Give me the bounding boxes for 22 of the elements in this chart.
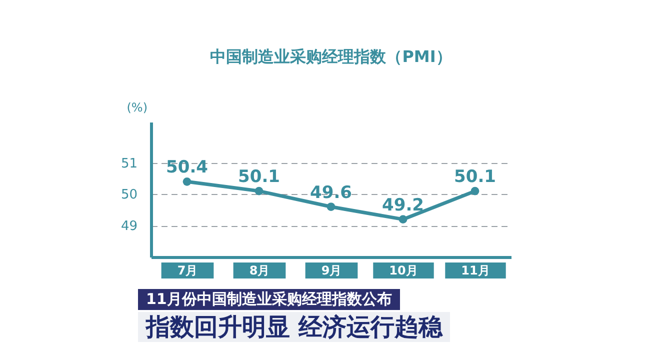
- data-label: 50.4: [166, 158, 208, 178]
- text: 指数回升明显 经济运行趋稳: [138, 312, 450, 342]
- data-label: 50.1: [238, 167, 280, 188]
- point: [326, 202, 336, 211]
- point: [398, 215, 408, 224]
- x-tick-label: 7月: [177, 264, 198, 278]
- x-tick-label: 11月: [461, 264, 490, 278]
- point: [254, 186, 264, 196]
- data-label: 50.1: [454, 167, 496, 188]
- data-label: 49.2: [382, 195, 424, 216]
- x-tick-label: 10月: [389, 264, 418, 278]
- y-tick-label: 50: [120, 188, 138, 203]
- x-tick-label: 8月: [249, 264, 270, 278]
- y-axis-title: (%): [126, 100, 148, 114]
- y-tick-label: 51: [120, 156, 138, 172]
- chart-title: 中国制造业采购经理指数（PMI）: [210, 47, 452, 66]
- text: 11月份中国制造业采购经理指数公布: [138, 289, 400, 310]
- point: [182, 177, 192, 186]
- y-tick-label: 49: [120, 219, 138, 234]
- point: [470, 186, 480, 196]
- x-tick-label: 9月: [321, 264, 342, 278]
- data-label: 49.6: [310, 182, 352, 203]
